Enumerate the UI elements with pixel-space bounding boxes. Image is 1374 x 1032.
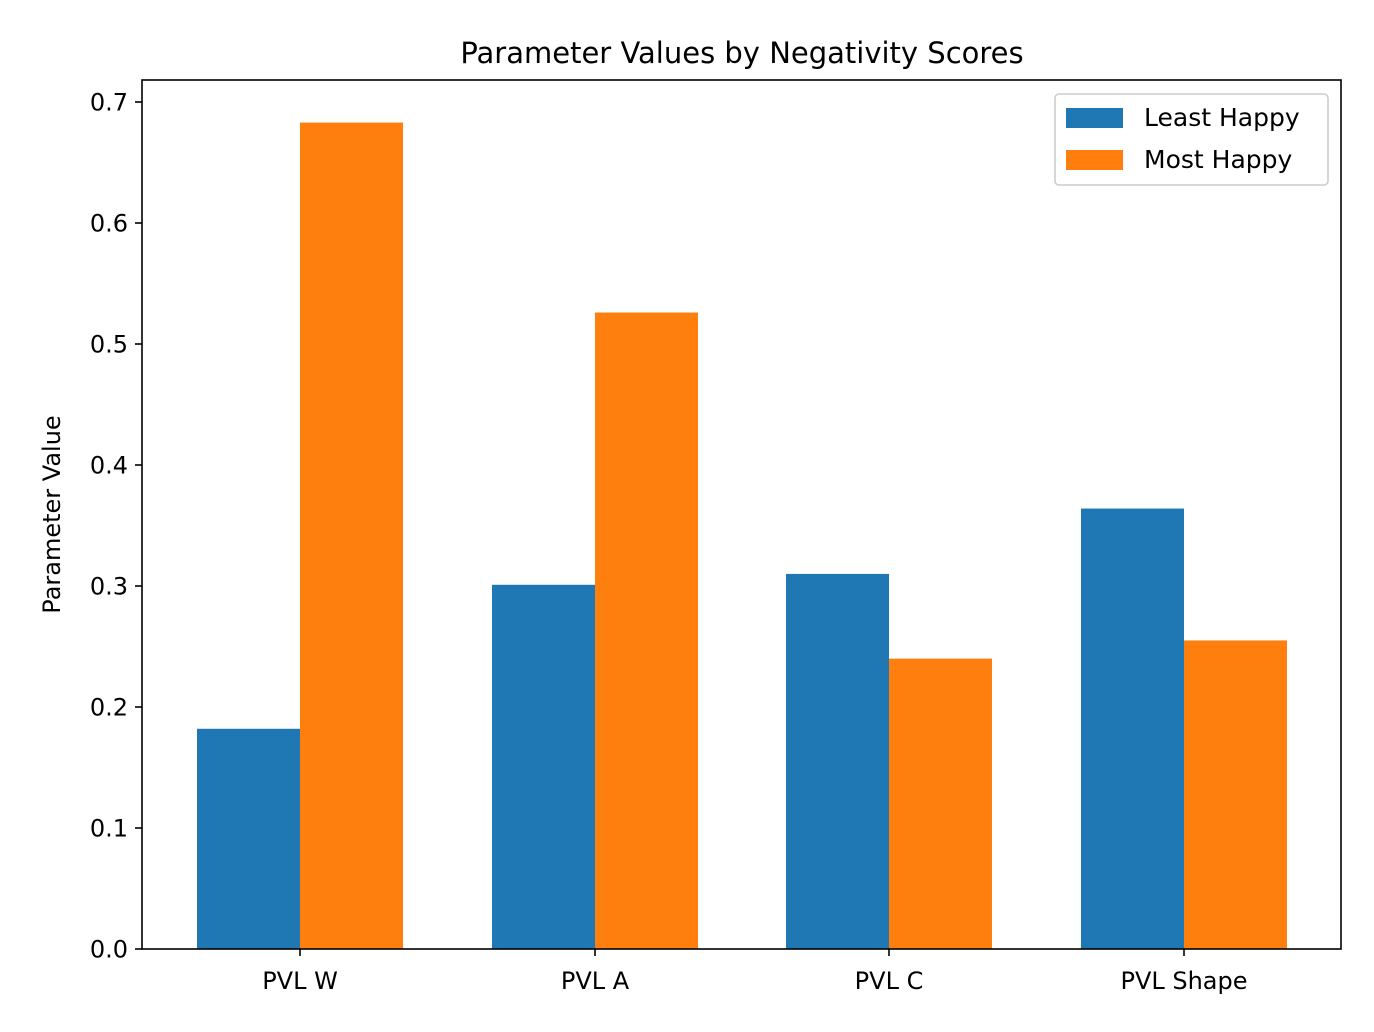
plot-frame	[141, 79, 1342, 950]
x-tick-label: PVL C	[855, 967, 924, 995]
y-tick-label: 0.2	[90, 694, 128, 722]
y-tick-label: 0.7	[90, 89, 128, 117]
y-tick-label: 0.3	[90, 573, 128, 601]
legend-swatch-least-happy	[1066, 108, 1123, 128]
chart-title: Parameter Values by Negativity Scores	[460, 36, 1023, 70]
x-tick-label: PVL A	[561, 967, 630, 995]
y-tick-label: 0.6	[90, 210, 128, 238]
legend-label-most-happy: Most Happy	[1144, 145, 1292, 174]
y-axis-label: Parameter Value	[38, 415, 66, 613]
bar-most-happy-pvl-c	[889, 658, 992, 949]
bar-most-happy-pvl-shape	[1184, 640, 1287, 949]
legend-label-least-happy: Least Happy	[1144, 103, 1300, 132]
bar-least-happy-pvl-c	[786, 573, 889, 949]
legend-box	[1054, 93, 1329, 186]
bar-most-happy-pvl-w	[300, 122, 403, 949]
bars-layer	[197, 122, 1287, 949]
y-axis: 0.0 0.1 0.2 0.3 0.4 0.5 0.6 0.7	[90, 89, 142, 964]
x-tick-label: PVL W	[262, 967, 338, 995]
bar-most-happy-pvl-a	[595, 312, 698, 949]
y-tick-label: 0.0	[90, 936, 128, 964]
y-tick-label: 0.1	[90, 815, 128, 843]
bar-least-happy-pvl-a	[492, 584, 595, 949]
bar-least-happy-pvl-shape	[1081, 508, 1184, 949]
legend-swatch-most-happy	[1066, 150, 1123, 170]
x-axis: PVL W PVL A PVL C PVL Shape	[262, 949, 1248, 995]
x-tick-label: PVL Shape	[1120, 967, 1247, 995]
y-tick-label: 0.5	[90, 331, 128, 359]
y-tick-label: 0.4	[90, 452, 128, 480]
bar-least-happy-pvl-w	[197, 728, 300, 949]
legend: Least Happy Most Happy	[1054, 93, 1329, 186]
